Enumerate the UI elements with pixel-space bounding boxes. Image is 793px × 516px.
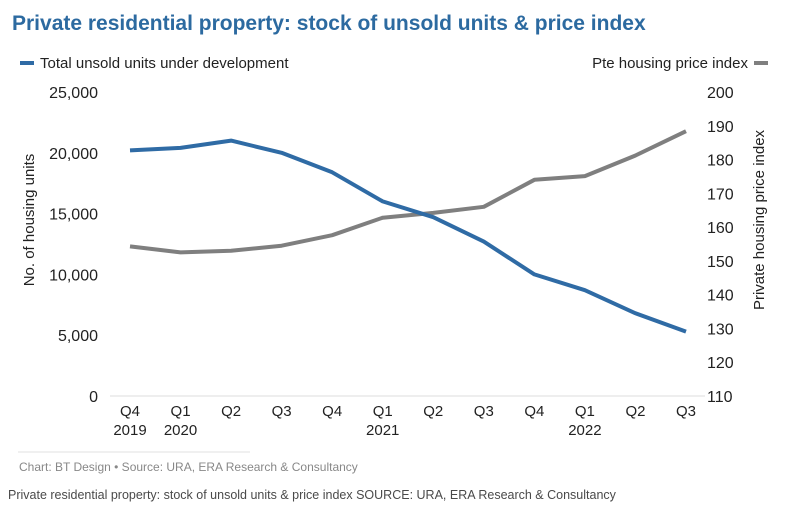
right-axis-tick-label: 140 — [707, 288, 734, 305]
chart-credit: Chart: BT Design • Source: URA, ERA Rese… — [19, 460, 358, 474]
x-axis-tick-label: Q3 — [474, 403, 494, 420]
x-axis-tick-label: Q3 — [676, 403, 696, 420]
right-axis-tick-label: 180 — [707, 153, 734, 170]
left-axis-tick-label: 0 — [89, 389, 98, 406]
left-axis-label: No. of housing units — [21, 154, 38, 287]
left-axis-tick-label: 10,000 — [49, 267, 98, 284]
x-axis-tick-label: Q2 — [423, 403, 443, 420]
x-axis-year-label: 2019 — [113, 422, 146, 439]
left-axis-tick-label: 20,000 — [49, 146, 98, 163]
legend-label-unsold: Total unsold units under development — [40, 55, 289, 72]
x-axis-tick-label: Q1 — [575, 403, 595, 420]
right-axis-tick-label: 160 — [707, 220, 734, 237]
x-axis-tick-label: Q2 — [625, 403, 645, 420]
x-axis-year-label: 2022 — [568, 422, 601, 439]
figure-caption: Private residential property: stock of u… — [8, 488, 616, 502]
left-axis-ticks: 0 5,000 10,000 15,000 20,000 25,000 — [49, 85, 98, 406]
x-axis-tick-label: Q2 — [221, 403, 241, 420]
right-axis-ticks: 110 120 130 140 150 160 170 180 190 200 — [707, 85, 734, 406]
left-axis-tick-label: 15,000 — [49, 207, 98, 224]
x-axis-tick-label: Q1 — [373, 403, 393, 420]
legend: Total unsold units under development Pte… — [20, 55, 768, 72]
right-axis-tick-label: 190 — [707, 119, 734, 136]
x-axis-tick-label: Q1 — [171, 403, 191, 420]
right-axis-tick-label: 150 — [707, 254, 734, 271]
right-axis-label: Private housing price index — [751, 129, 768, 310]
x-axis-tick-label: Q4 — [120, 403, 140, 420]
series-layer — [129, 129, 687, 334]
series-line-unsold-units — [129, 138, 687, 334]
right-axis-tick-label: 110 — [707, 389, 733, 406]
x-axis-tick-label: Q3 — [272, 403, 292, 420]
right-axis-tick-label: 170 — [707, 186, 734, 203]
x-axis-ticks: Q4 2019 Q1 2020 Q2 Q3 Q4 Q1 2021 Q2 Q3 Q4 Q1 2022 Q2 Q3 — [113, 403, 696, 439]
legend-label-price-index: Pte housing price index — [592, 55, 748, 72]
chart-title: Private residential property: stock of u… — [12, 12, 646, 35]
x-axis-tick-label: Q4 — [322, 403, 342, 420]
x-axis-year-label: 2020 — [164, 422, 197, 439]
right-axis-tick-label: 200 — [707, 85, 734, 102]
left-axis-tick-label: 25,000 — [49, 85, 98, 102]
x-axis-tick-label: Q4 — [524, 403, 544, 420]
series-line-price-index — [129, 129, 687, 255]
right-axis-tick-label: 130 — [707, 321, 734, 338]
left-axis-tick-label: 5,000 — [58, 328, 98, 345]
x-axis-year-label: 2021 — [366, 422, 399, 439]
right-axis-tick-label: 120 — [707, 355, 734, 372]
